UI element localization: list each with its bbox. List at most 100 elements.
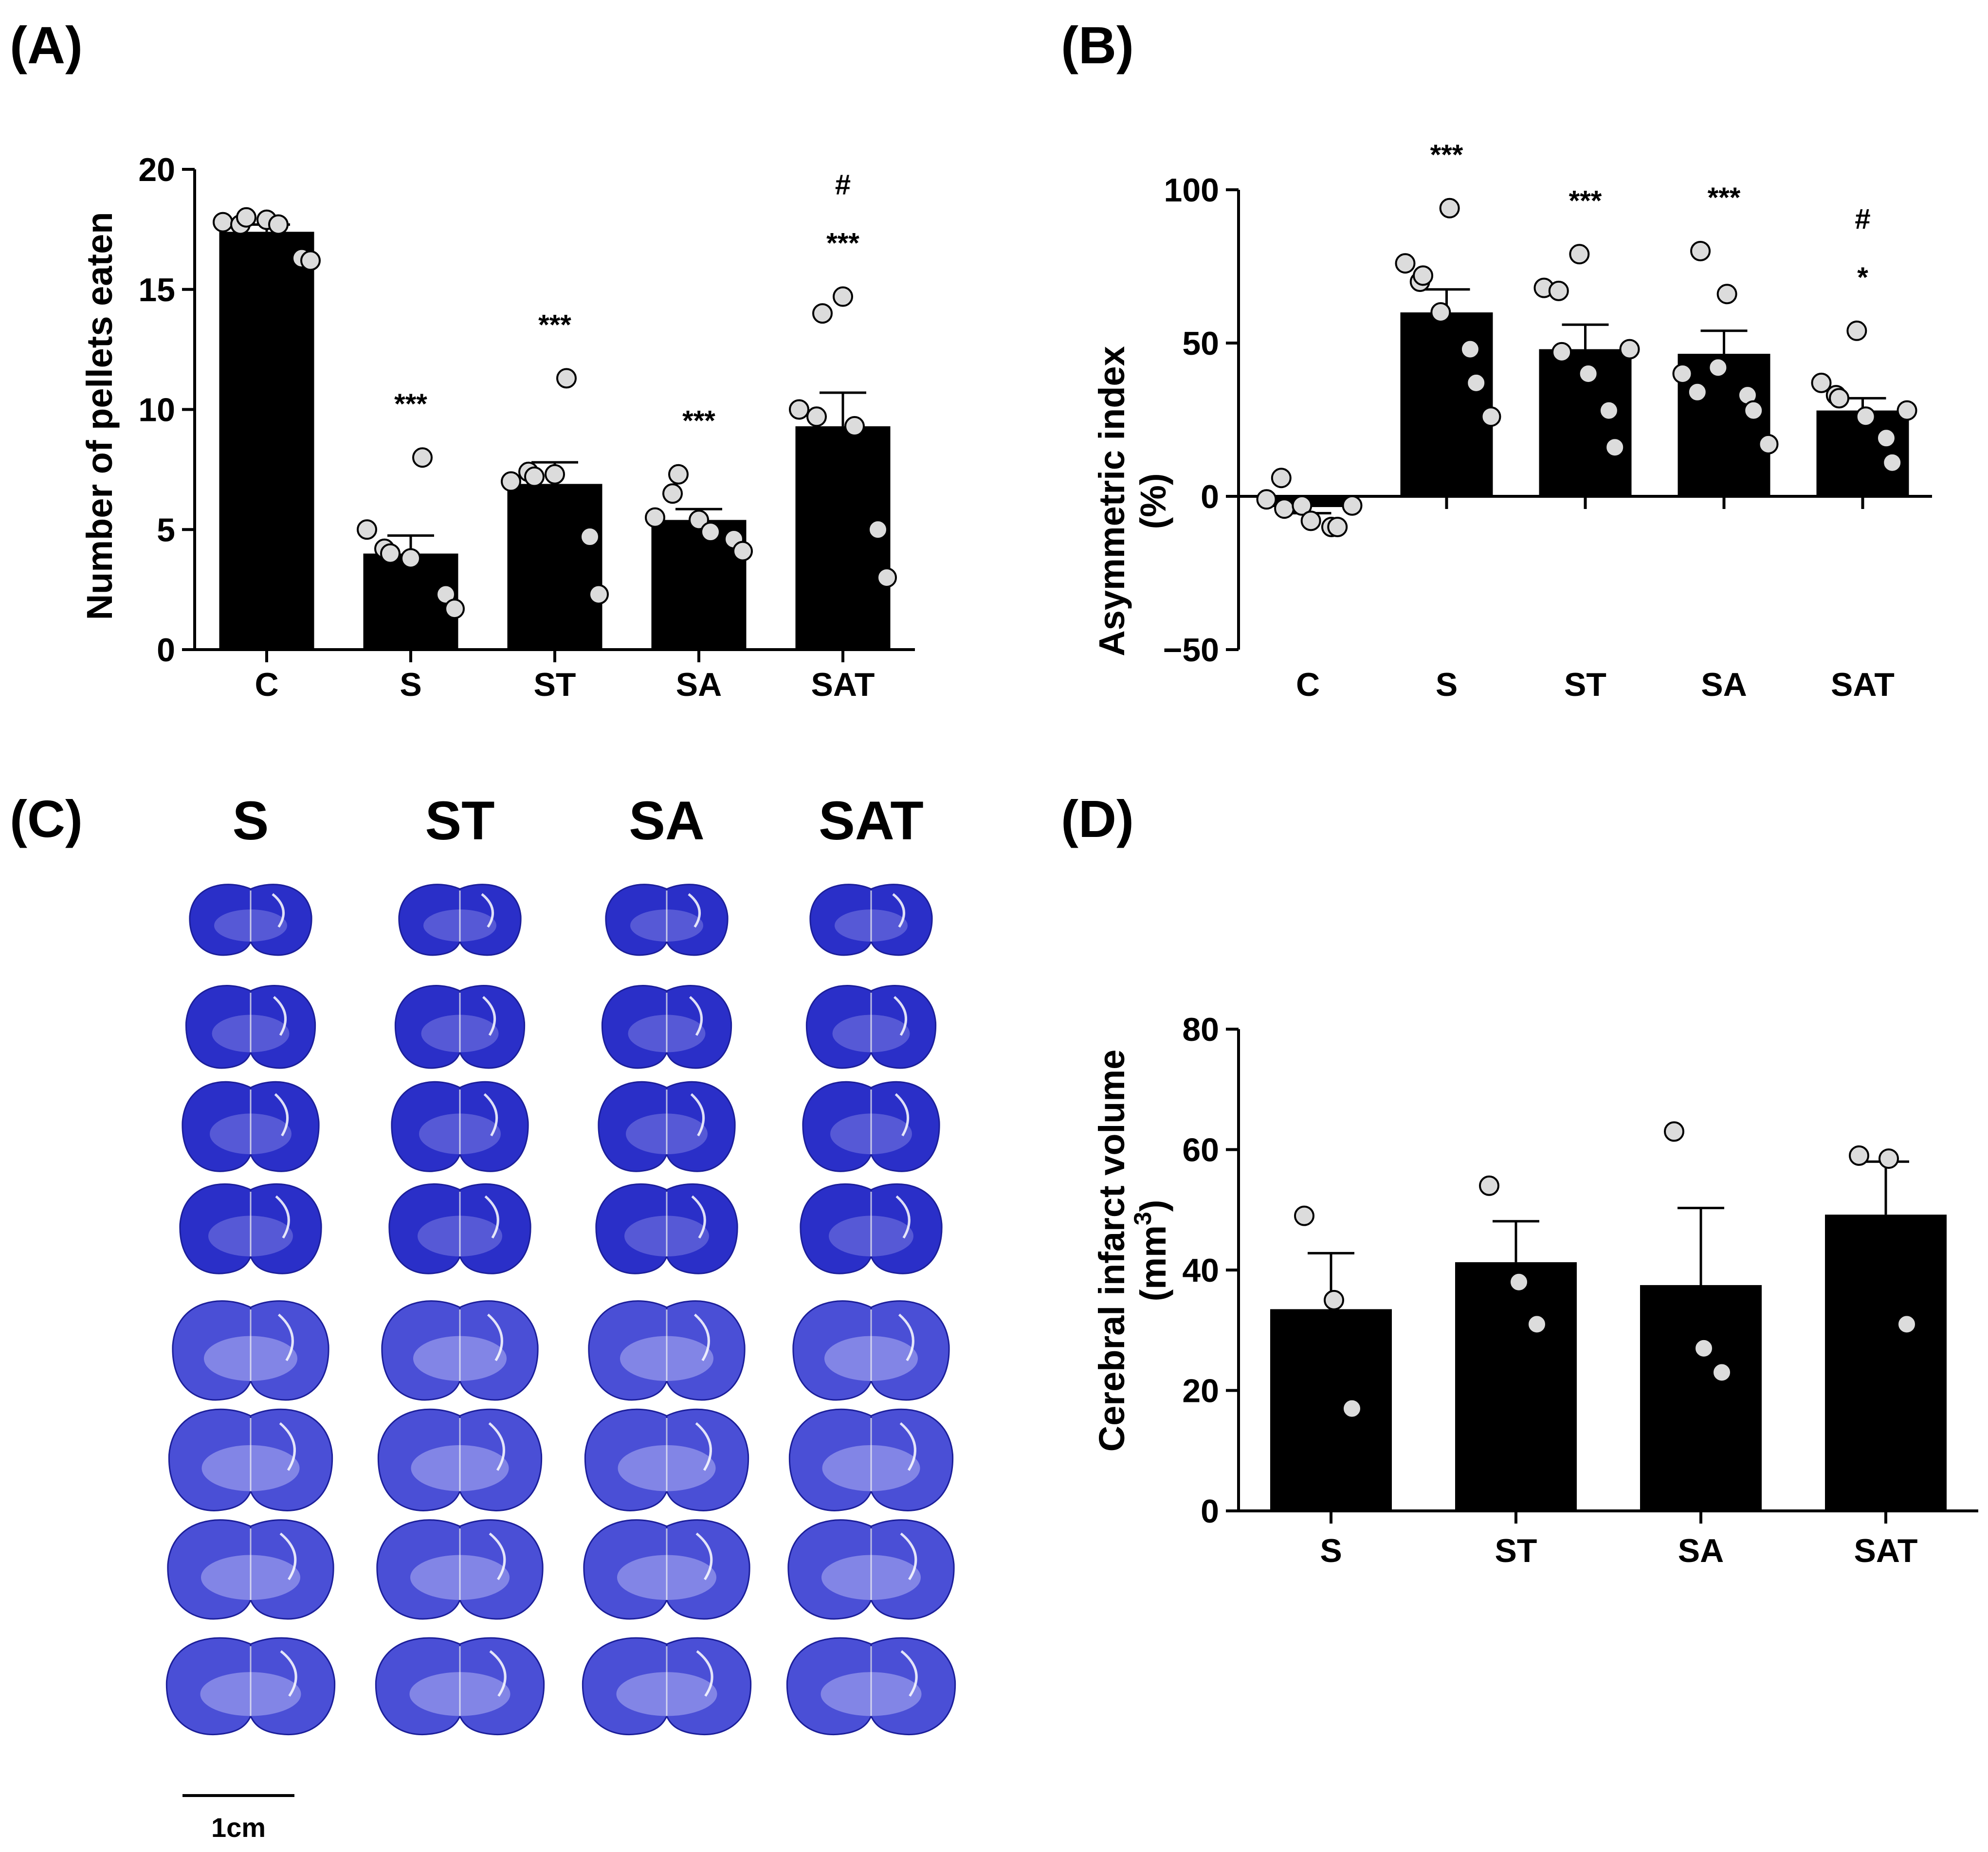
y-tick-label: 20 — [138, 151, 175, 188]
data-point — [1876, 428, 1897, 449]
lesion-mark — [691, 1195, 706, 1239]
bar-st — [507, 484, 602, 650]
data-point — [1569, 244, 1590, 265]
brain-slice — [376, 1519, 544, 1620]
hemisphere — [666, 1183, 738, 1274]
hemisphere — [666, 1081, 736, 1172]
hemisphere — [388, 1183, 461, 1274]
data-point — [1439, 198, 1460, 218]
x-tick-label-s: S — [400, 666, 421, 703]
significance-mark: *** — [1708, 182, 1741, 214]
data-point — [213, 212, 233, 233]
lesion-mark — [481, 893, 494, 928]
significance-mark: *** — [682, 405, 715, 437]
lesion-mark — [489, 1532, 506, 1580]
data-point — [1743, 400, 1764, 421]
y-tick-label: 50 — [1182, 325, 1219, 362]
hemisphere — [398, 884, 461, 956]
significance-mark: *** — [826, 228, 859, 259]
data-point — [545, 464, 565, 485]
y-tick-label: 0 — [157, 632, 175, 669]
data-point — [1855, 406, 1876, 427]
slice-header-sat: SAT — [819, 790, 924, 851]
hemisphere — [802, 1081, 872, 1172]
significance-mark: # — [835, 169, 851, 201]
data-point — [1342, 495, 1363, 516]
data-point — [1879, 1148, 1899, 1169]
y-tick-label: 15 — [138, 272, 175, 309]
hemisphere — [598, 1081, 668, 1172]
data-point — [380, 543, 401, 564]
brain-slice — [805, 985, 937, 1069]
chart-d-ylabel-unit-main: (mm — [1133, 1225, 1173, 1301]
significance-mark: *** — [538, 309, 571, 341]
hemisphere — [250, 1183, 322, 1274]
lesion-mark — [688, 893, 701, 928]
scale-bar-label: 1cm — [211, 1812, 266, 1843]
data-point — [1548, 280, 1569, 301]
data-point — [1712, 1362, 1732, 1383]
data-point — [668, 464, 689, 485]
data-point — [1672, 363, 1693, 384]
data-point — [1758, 434, 1779, 454]
x-tick-label-sat: SAT — [1854, 1532, 1918, 1569]
data-point — [1413, 265, 1434, 286]
brain-slice — [189, 884, 312, 956]
bar-sa — [1640, 1285, 1762, 1511]
y-tick-label: 0 — [1201, 478, 1219, 515]
data-point — [1479, 1175, 1499, 1196]
data-point — [300, 250, 321, 271]
brain-slice — [375, 1637, 545, 1735]
bar-st — [1455, 1262, 1577, 1511]
bar-sa — [1678, 354, 1770, 496]
chart-d-ylabel-unit-sup: 3 — [1129, 1212, 1156, 1225]
lesion-mark — [892, 893, 905, 928]
data-point — [1664, 1121, 1684, 1142]
hemisphere — [870, 1081, 940, 1172]
x-tick-label-sat: SAT — [811, 666, 875, 703]
hemisphere — [394, 985, 461, 1069]
brain-slice — [595, 1183, 738, 1274]
significance-mark: *** — [1430, 139, 1463, 171]
data-point — [1690, 241, 1711, 261]
x-tick-label-s: S — [1436, 666, 1458, 703]
data-point — [1342, 1398, 1362, 1419]
lesion-mark — [900, 1650, 918, 1697]
brain-slice — [381, 1300, 539, 1401]
panel-label-a: (A) — [10, 16, 83, 74]
brain-slice — [601, 985, 732, 1069]
brain-slice — [809, 884, 933, 956]
data-point — [268, 214, 289, 235]
brain-slice — [792, 1300, 950, 1401]
x-tick-label-sat: SAT — [1831, 666, 1895, 703]
chart-a-ylabel: Number of pellets eaten — [79, 212, 120, 620]
x-tick-label-s: S — [1320, 1532, 1342, 1569]
data-point — [1551, 342, 1572, 363]
data-point — [1897, 1314, 1917, 1335]
data-point — [1527, 1314, 1547, 1335]
chart-d-ylabel-unit: (mm3) — [1129, 1200, 1173, 1302]
data-point — [1430, 302, 1451, 323]
lesion-mark — [900, 1532, 917, 1580]
lesion-mark — [279, 1532, 297, 1580]
hemisphere — [805, 985, 872, 1069]
data-point — [1694, 1338, 1714, 1359]
brain-slice — [167, 1519, 334, 1620]
y-tick-label: 100 — [1164, 172, 1219, 209]
data-point — [236, 207, 256, 228]
brain-slice — [182, 1081, 320, 1172]
hemisphere — [459, 1081, 529, 1172]
brain-slice — [800, 1183, 943, 1274]
y-tick-label: 20 — [1182, 1373, 1219, 1410]
lesion-mark — [899, 1422, 916, 1471]
chart-d-infarct: Cerebral infarct volume (mm3) 0 20 40 60 80 S… — [1092, 1011, 1978, 1569]
lesion-mark — [484, 1195, 499, 1239]
brain-slice — [786, 1637, 956, 1735]
brain-slice — [165, 1637, 336, 1735]
data-point — [1271, 468, 1292, 489]
brain-slice — [584, 1408, 749, 1511]
data-point — [1324, 1289, 1344, 1310]
data-point — [1274, 498, 1295, 519]
data-point — [806, 406, 827, 427]
lesion-mark — [489, 1650, 507, 1697]
